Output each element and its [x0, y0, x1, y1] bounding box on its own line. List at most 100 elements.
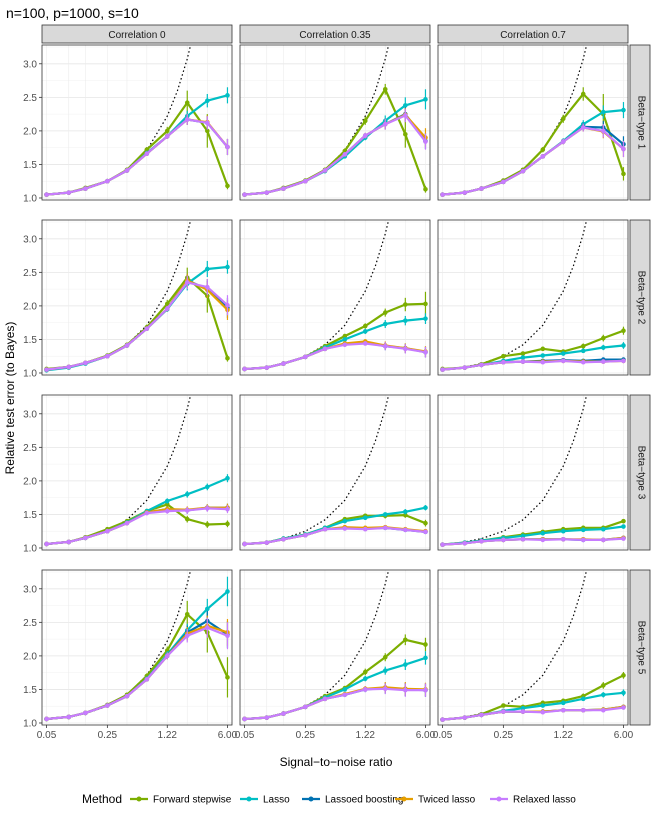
y-tick-label: 1.5 [23, 685, 37, 696]
row-strip-label: Beta−type 5 [635, 621, 646, 675]
panel-border [437, 394, 629, 551]
data-point [144, 510, 150, 516]
data-point [479, 186, 484, 191]
data-point [540, 530, 546, 536]
data-point [281, 186, 286, 191]
data-point [580, 343, 586, 349]
x-axis-title: Signal−to−noise ratio [280, 755, 393, 769]
data-point [144, 151, 150, 157]
data-point [560, 528, 566, 534]
data-point [205, 120, 210, 126]
data-point [205, 266, 210, 272]
data-point [362, 687, 368, 692]
data-point [403, 637, 408, 643]
row-strip-label: Beta−type 1 [635, 96, 646, 150]
facet-panel: 0.05 0.25 1.22 6.00 [433, 569, 634, 741]
data-point [520, 533, 526, 539]
panel-background [240, 45, 430, 200]
legend-entry-label: Relaxed lasso [513, 795, 576, 806]
data-point [205, 284, 210, 290]
data-point [479, 362, 484, 368]
reference-curve [244, 395, 390, 546]
data-point [403, 346, 408, 352]
column-strip [437, 24, 629, 44]
data-point [362, 118, 368, 124]
x-tick-label: 0.25 [494, 730, 514, 741]
data-point [501, 703, 506, 708]
panel-plot-area [242, 220, 428, 372]
data-point [342, 337, 348, 342]
legend-key-point [496, 796, 502, 802]
panel-border [239, 569, 431, 726]
data-point [621, 673, 626, 678]
series-line [442, 359, 624, 371]
data-point [560, 707, 566, 713]
data-point [621, 524, 626, 529]
panel-background [240, 395, 430, 550]
data-point [242, 541, 247, 547]
data-point [225, 302, 230, 308]
data-point [540, 147, 546, 152]
data-point [303, 532, 308, 538]
data-point [225, 521, 230, 527]
data-point [382, 86, 388, 92]
data-point [423, 505, 428, 511]
facet-panel [239, 394, 431, 551]
data-point [560, 536, 566, 542]
data-point [580, 537, 586, 543]
data-point [501, 709, 506, 714]
data-point [560, 116, 566, 122]
data-point [164, 502, 170, 507]
data-point [66, 364, 72, 370]
data-point [440, 367, 445, 372]
panel-background [240, 220, 430, 375]
x-tick-label: 6.00 [416, 730, 436, 741]
data-point [540, 537, 546, 543]
data-point [342, 526, 348, 531]
facet-panel: 1.0 1.5 2.0 2.5 3.0 [23, 219, 233, 379]
data-point [601, 345, 606, 350]
data-point [322, 696, 328, 702]
data-point [225, 633, 230, 639]
panel-background [438, 45, 628, 200]
panel-background [438, 395, 628, 550]
data-point [501, 179, 506, 185]
data-point [520, 705, 526, 711]
data-point [225, 506, 230, 512]
facet-panel: 1.0 1.5 2.0 2.5 3.0 [23, 44, 233, 204]
data-point [621, 690, 626, 696]
data-point [44, 541, 49, 547]
series-line [244, 687, 426, 721]
data-point [205, 484, 210, 490]
row-strip [629, 394, 651, 551]
y-tick-label: 2.5 [23, 93, 37, 104]
data-point [342, 342, 348, 348]
data-point [205, 606, 210, 612]
data-point [164, 301, 170, 307]
y-tick-label: 2.5 [23, 618, 37, 629]
data-point [264, 190, 270, 195]
data-point [83, 710, 88, 716]
data-point [621, 146, 626, 152]
panel-plot-area [242, 45, 428, 197]
data-point [164, 653, 170, 659]
data-point [560, 139, 566, 144]
data-point [342, 333, 348, 339]
y-tick-label: 1.0 [23, 543, 37, 554]
column-strip-label: Correlation 0.35 [299, 30, 371, 41]
panel-border [41, 569, 233, 726]
data-point [440, 717, 445, 722]
y-tick-label: 2.5 [23, 268, 37, 279]
data-point [423, 139, 428, 144]
data-point [403, 318, 408, 323]
data-point [540, 346, 546, 352]
data-point [105, 528, 110, 534]
data-point [479, 538, 484, 544]
data-point [540, 154, 546, 159]
panel-plot-area [440, 570, 626, 722]
data-point [403, 113, 408, 118]
data-point [164, 133, 170, 139]
data-point [362, 526, 368, 532]
data-point [66, 539, 72, 545]
data-point [342, 687, 348, 692]
